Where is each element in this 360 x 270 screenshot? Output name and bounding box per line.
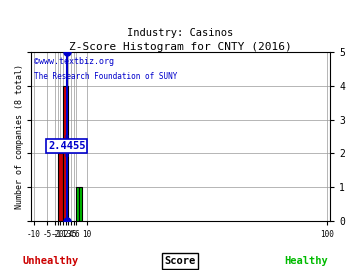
Bar bbox=[58, 153, 63, 221]
Text: Industry: Casinos: Industry: Casinos bbox=[127, 28, 233, 38]
Bar bbox=[79, 187, 82, 221]
Bar bbox=[76, 187, 79, 221]
Y-axis label: Number of companies (8 total): Number of companies (8 total) bbox=[15, 64, 24, 209]
Bar bbox=[63, 86, 68, 221]
Text: The Research Foundation of SUNY: The Research Foundation of SUNY bbox=[34, 72, 177, 81]
Title: Z-Score Histogram for CNTY (2016): Z-Score Histogram for CNTY (2016) bbox=[69, 42, 292, 52]
Text: 2.4455: 2.4455 bbox=[48, 141, 86, 151]
Text: Score: Score bbox=[165, 256, 195, 266]
Text: Unhealthy: Unhealthy bbox=[22, 256, 78, 266]
Text: Healthy: Healthy bbox=[284, 256, 328, 266]
Text: ©www.textbiz.org: ©www.textbiz.org bbox=[34, 57, 114, 66]
